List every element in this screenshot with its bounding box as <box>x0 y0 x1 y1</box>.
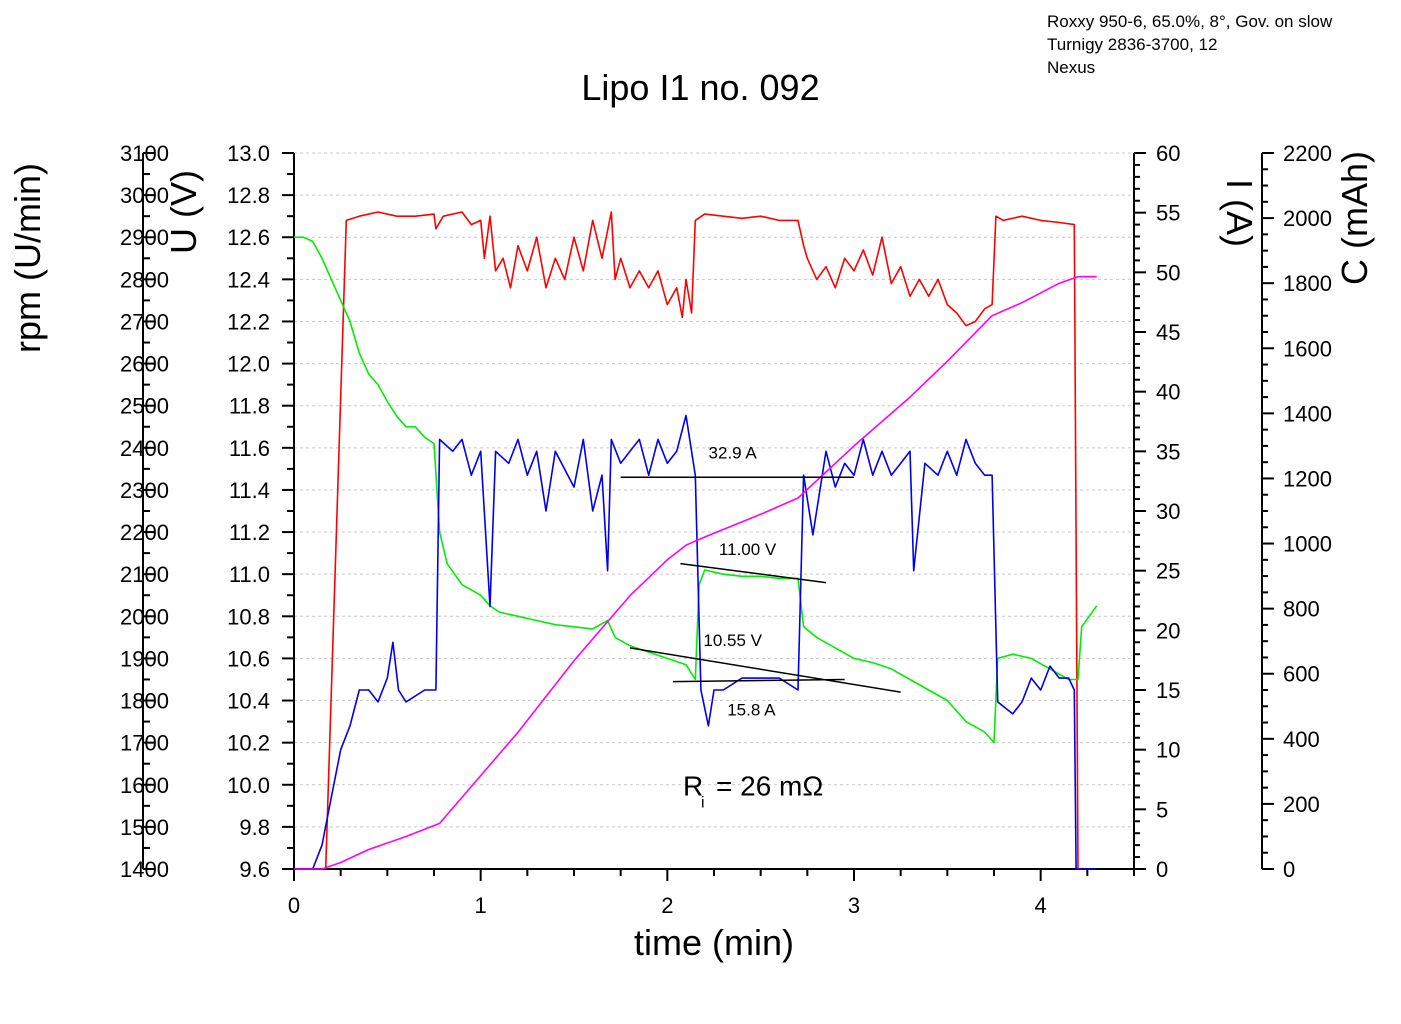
capacity-tick-label: 1400 <box>1283 401 1332 426</box>
voltage-tick-label: 11.0 <box>229 562 270 587</box>
voltage-tick-label: 12.8 <box>227 183 270 208</box>
current-tick-label: 45 <box>1156 320 1180 345</box>
annotation-voltage-low: 10.55 V <box>703 631 762 650</box>
annotation-current-low: 15.8 A <box>727 700 776 719</box>
current-tick-label: 25 <box>1156 559 1180 584</box>
capacity-tick-label: 800 <box>1283 597 1320 622</box>
capacity-tick-label: 1800 <box>1283 271 1332 296</box>
current-tick-label: 20 <box>1156 618 1180 643</box>
annotation-current-high: 32.9 A <box>709 443 758 462</box>
capacity-axis-label: C (mAh) <box>1334 151 1375 285</box>
rpm-tick-label: 2100 <box>120 562 169 587</box>
voltage-tick-label: 12.2 <box>227 309 270 334</box>
rpm-tick-label: 2400 <box>120 436 169 461</box>
x-tick-label: 3 <box>848 893 860 918</box>
rpm-tick-label: 2000 <box>120 604 169 629</box>
rpm-tick-label: 2200 <box>120 520 169 545</box>
header-note-line-1: Roxxy 950-6, 65.0%, 8°, Gov. on slow <box>1047 12 1333 31</box>
rpm-tick-label: 2600 <box>120 352 169 377</box>
resistance-label-subscript: i <box>701 794 705 811</box>
capacity-tick-label: 200 <box>1283 792 1320 817</box>
chart-title-wrap: Lipo I1 no. 092 <box>0 67 1401 109</box>
rpm-tick-label: 2300 <box>120 478 169 503</box>
x-tick-label: 4 <box>1035 893 1047 918</box>
voltage-tick-label: 9.8 <box>239 815 270 840</box>
voltage-tick-label: 9.6 <box>239 857 270 882</box>
voltage-tick-label: 10.6 <box>227 646 270 671</box>
capacity-tick-label: 400 <box>1283 727 1320 752</box>
voltage-tick-label: 11.4 <box>229 478 270 503</box>
series-line-current <box>294 414 1097 870</box>
capacity-tick-label: 0 <box>1283 857 1295 882</box>
current-tick-label: 60 <box>1156 141 1180 166</box>
rpm-tick-label: 2500 <box>120 394 169 419</box>
voltage-tick-label: 12.4 <box>227 267 270 292</box>
annotation-voltage-high: 11.00 V <box>719 540 777 559</box>
resistance-label-value: = 26 mΩ <box>716 770 823 801</box>
trend-line-current-low <box>672 678 845 683</box>
current-tick-label: 30 <box>1156 499 1180 524</box>
trend-line-voltage-low <box>629 647 901 693</box>
rpm-tick-label: 2700 <box>120 309 169 334</box>
capacity-tick-label: 2000 <box>1283 206 1332 231</box>
current-tick-label: 50 <box>1156 260 1180 285</box>
voltage-tick-label: 12.6 <box>227 225 270 250</box>
rpm-tick-label: 3100 <box>120 141 169 166</box>
rpm-tick-label: 2800 <box>120 267 169 292</box>
current-tick-label: 5 <box>1156 797 1168 822</box>
rpm-tick-label: 1800 <box>120 689 169 714</box>
x-tick-label: 2 <box>661 893 673 918</box>
rpm-tick-label: 2900 <box>120 225 169 250</box>
voltage-tick-label: 10.4 <box>227 689 270 714</box>
current-tick-label: 55 <box>1156 201 1180 226</box>
series-line-rpm <box>324 211 1079 870</box>
capacity-tick-label: 2200 <box>1283 141 1332 166</box>
rpm-tick-label: 3000 <box>120 183 169 208</box>
capacity-tick-label: 1000 <box>1283 532 1332 557</box>
x-axis-label: time (min) <box>634 922 794 963</box>
x-tick-label: 1 <box>475 893 487 918</box>
current-tick-label: 35 <box>1156 439 1180 464</box>
trend-line-voltage-high <box>680 562 827 584</box>
voltage-axis-label: U (V) <box>163 170 204 254</box>
voltage-tick-label: 11.6 <box>229 436 270 461</box>
series-line-voltage <box>294 236 1098 744</box>
header-note-line-3: Nexus <box>1047 58 1096 77</box>
current-axis-label: I (A) <box>1219 179 1260 247</box>
current-tick-label: 40 <box>1156 380 1180 405</box>
rpm-tick-label: 1400 <box>120 857 169 882</box>
rpm-tick-label: 1500 <box>120 815 169 840</box>
capacity-tick-label: 1600 <box>1283 336 1332 361</box>
voltage-tick-label: 11.8 <box>229 394 270 419</box>
rpm-tick-label: 1600 <box>120 773 169 798</box>
header-note-line-2: Turnigy 2836-3700, 12 <box>1047 35 1218 54</box>
voltage-tick-label: 11.2 <box>229 520 270 545</box>
current-tick-label: 10 <box>1156 738 1180 763</box>
series-line-capacity <box>294 275 1097 870</box>
x-tick-label: 0 <box>288 893 300 918</box>
voltage-tick-label: 10.0 <box>227 773 270 798</box>
chart-title: Lipo I1 no. 092 <box>581 67 820 108</box>
capacity-tick-label: 600 <box>1283 662 1320 687</box>
rpm-tick-label: 1900 <box>120 646 169 671</box>
voltage-tick-label: 12.0 <box>227 352 270 377</box>
resistance-label-symbol: R <box>683 770 703 801</box>
rpm-axis-label: rpm (U/min) <box>7 163 48 353</box>
current-tick-label: 15 <box>1156 678 1180 703</box>
current-tick-label: 0 <box>1156 857 1168 882</box>
voltage-tick-label: 13.0 <box>227 141 270 166</box>
voltage-tick-label: 10.2 <box>227 731 270 756</box>
voltage-tick-label: 10.8 <box>227 604 270 629</box>
rpm-tick-label: 1700 <box>120 731 169 756</box>
capacity-tick-label: 1200 <box>1283 466 1332 491</box>
